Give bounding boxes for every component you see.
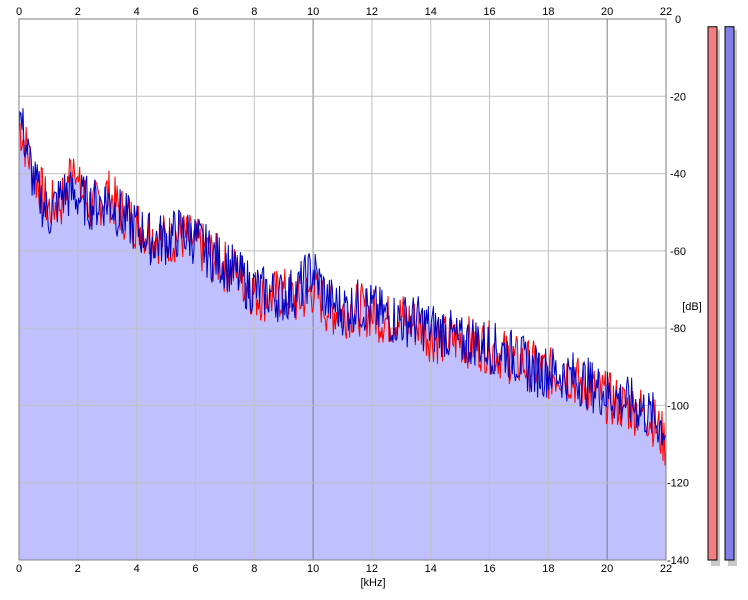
x-tick-label-bottom: 10 [307, 563, 319, 575]
x-tick-label-top: 12 [366, 6, 378, 18]
x-tick-label-bottom: 4 [134, 563, 140, 575]
x-tick-label-top: 16 [483, 6, 495, 18]
level-meter-bar [724, 26, 735, 561]
plot-frame [18, 18, 667, 561]
x-ticks-top: 0 2 4 6 8 10 12 14 16 18 20 22 [16, 6, 672, 18]
x-tick-label-bottom: 16 [483, 563, 495, 575]
x-tick-label-top: 0 [16, 6, 22, 18]
y-axis-label: [dB] [682, 301, 702, 313]
x-tick-label-top: 10 [307, 6, 319, 18]
x-tick-label-top: 14 [425, 6, 437, 18]
y-tick-label: -20 [670, 91, 686, 103]
y-tick-label: -60 [670, 246, 686, 258]
x-ticks-bottom: 0 2 4 6 8 10 12 14 16 18 20 22 [16, 563, 672, 575]
y-tick-label: -120 [667, 478, 689, 490]
x-tick-label-bottom: 8 [251, 563, 257, 575]
y-tick-label: -80 [670, 323, 686, 335]
y-tick-label: 0 [675, 14, 681, 26]
x-tick-label-top: 6 [192, 6, 198, 18]
x-axis-label: [kHz] [360, 577, 385, 589]
x-tick-label-top: 18 [542, 6, 554, 18]
x-tick-label-bottom: 22 [660, 563, 672, 575]
spectrum-line-2 [18, 108, 667, 446]
y-tick-label: -140 [667, 555, 689, 567]
y-tick-label: -40 [670, 169, 686, 181]
level-meters [707, 26, 737, 566]
x-tick-label-bottom: 12 [366, 563, 378, 575]
x-tick-label-top: 22 [660, 6, 672, 18]
x-tick-label-bottom: 20 [601, 563, 613, 575]
x-tick-label-top: 4 [134, 6, 140, 18]
x-tick-label-top: 20 [601, 6, 613, 18]
x-tick-label-top: 8 [251, 6, 257, 18]
x-tick-label-bottom: 0 [16, 563, 22, 575]
x-tick-label-bottom: 6 [192, 563, 198, 575]
x-tick-label-bottom: 18 [542, 563, 554, 575]
level-meter-bar [707, 26, 718, 561]
x-tick-label-bottom: 2 [75, 563, 81, 575]
y-tick-label: -100 [667, 400, 689, 412]
series-group [18, 108, 667, 466]
y-ticks: 0 -20 -40 -60 -80 -100 -120 -140 [667, 14, 689, 567]
x-tick-label-top: 2 [75, 6, 81, 18]
x-tick-label-bottom: 14 [425, 563, 437, 575]
